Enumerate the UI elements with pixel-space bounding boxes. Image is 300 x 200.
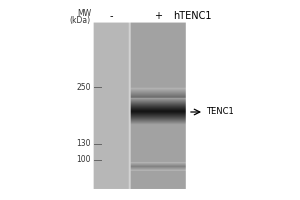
Text: hTENC1: hTENC1 — [173, 11, 212, 21]
Text: 130: 130 — [76, 140, 91, 148]
Text: 250: 250 — [76, 82, 91, 92]
Text: -: - — [110, 11, 113, 21]
Text: 100: 100 — [76, 156, 91, 164]
Text: MW: MW — [77, 8, 91, 18]
Text: TENC1: TENC1 — [206, 108, 234, 116]
Text: +: + — [154, 11, 163, 21]
Text: (kDa): (kDa) — [70, 17, 91, 25]
